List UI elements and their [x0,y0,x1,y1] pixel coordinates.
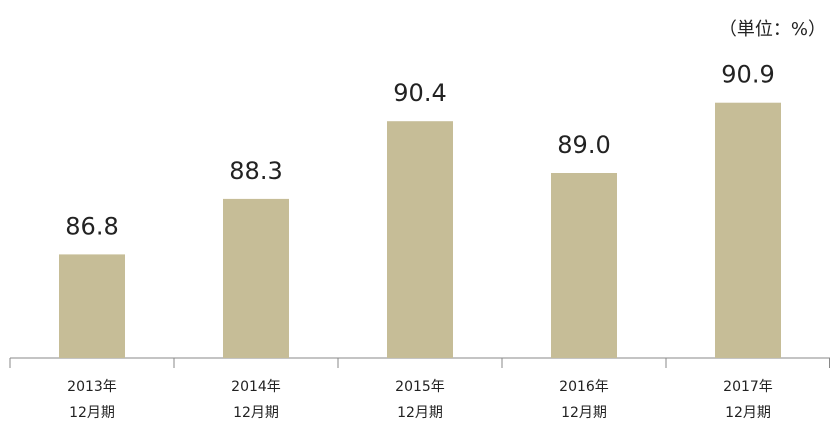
x-tick-label: 12月期 [69,405,115,421]
x-tick-label: 12月期 [397,405,443,421]
bar [387,121,453,358]
bar [551,173,617,358]
value-label: 88.3 [229,157,282,185]
x-tick-label: 12月期 [233,405,279,421]
unit-label: （単位：%） [719,19,826,40]
bar [223,198,289,358]
x-tick-label: 2017年 [723,379,773,395]
value-label: 90.9 [721,61,774,89]
x-tick-label: 2014年 [231,379,281,395]
x-tick-label: 2015年 [395,379,445,395]
bar [715,102,781,358]
value-label: 89.0 [557,131,610,159]
x-tick-label: 2016年 [559,379,609,395]
x-tick-label: 12月期 [561,405,607,421]
bar [59,254,125,358]
x-tick-label: 12月期 [725,405,771,421]
x-tick-label: 2013年 [67,379,117,395]
value-label: 90.4 [393,79,446,107]
value-label: 86.8 [65,212,118,240]
